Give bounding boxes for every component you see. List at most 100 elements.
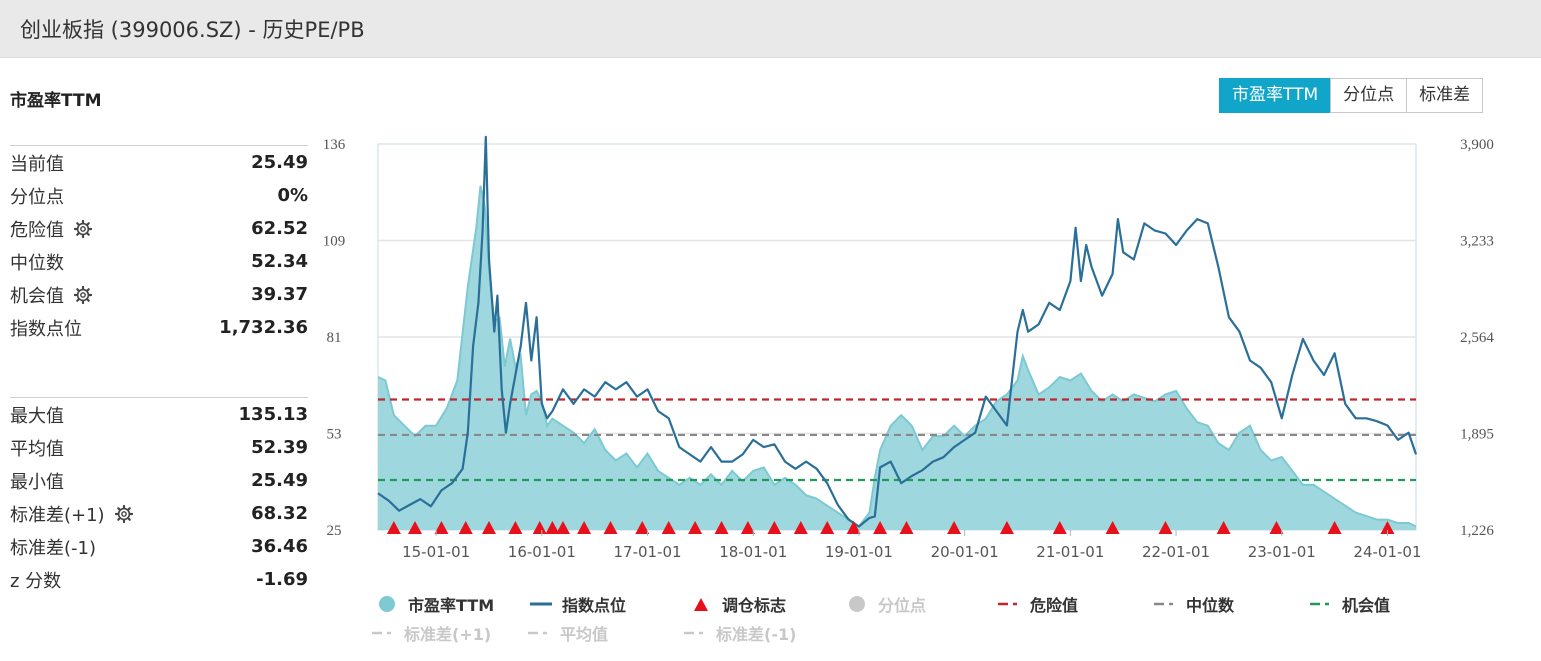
rebalance-marker — [603, 521, 618, 534]
rebalance-marker — [899, 521, 914, 534]
legend-item[interactable]: 指数点位 — [530, 592, 626, 616]
x-tick-label: 24-01-01 — [1353, 543, 1421, 561]
legend-label: 标准差(+1) — [404, 625, 492, 644]
legend-item[interactable]: 中位数 — [1154, 592, 1234, 616]
stat-row-opportunity-value: 机会值 39.37 — [10, 278, 308, 311]
metric-tab-group: 市盈率TTM 分位点 标准差 — [1219, 78, 1484, 113]
stat-label-text: 标准差(-1) — [10, 537, 96, 559]
stat-label: 当前值 — [10, 150, 64, 176]
stat-label: 最小值 — [10, 468, 64, 494]
x-tick-label: 19-01-01 — [825, 543, 893, 561]
stat-row-current-value: 当前值 25.49 — [10, 146, 308, 179]
rebalance-marker — [407, 521, 422, 534]
legend-item[interactable]: 机会值 — [1310, 592, 1390, 616]
legend-label: 平均值 — [560, 625, 609, 644]
rebalance-marker — [661, 521, 676, 534]
stat-value: 135.13 — [238, 404, 308, 425]
rebalance-marker — [635, 521, 650, 534]
gear-icon[interactable] — [74, 285, 92, 304]
stat-row-median: 中位数 52.34 — [10, 245, 308, 278]
legend-item[interactable]: 分位点 — [846, 592, 926, 616]
rebalance-marker — [555, 521, 570, 534]
stat-label-text: 当前值 — [10, 153, 64, 175]
stat-label-text: 最小值 — [10, 471, 64, 493]
historical-stats-panel: 最大值 135.13 平均值 52.39 最小值 25.49 标准差(+1) 68.32 标准差… — [10, 397, 308, 596]
tab-std-dev[interactable]: 标准差 — [1406, 78, 1484, 113]
pe-history-chart: 136 3,900 109 3,233 81 2,564 53 1,895 25 1,226 15-… — [323, 135, 1494, 561]
legend-item[interactable]: 市盈率TTM — [376, 592, 494, 616]
rebalance-marker — [1052, 521, 1067, 534]
legend-item[interactable]: 危险值 — [998, 592, 1078, 616]
stat-row-mean: 平均值 52.39 — [10, 431, 308, 464]
tab-pe-ttm[interactable]: 市盈率TTM — [1219, 78, 1332, 113]
stat-label: 中位数 — [10, 249, 64, 275]
x-tick-label: 21-01-01 — [1036, 543, 1104, 561]
rebalance-marker — [1380, 521, 1395, 534]
stat-value: 36.46 — [251, 536, 308, 557]
stat-label: 指数点位 — [10, 315, 82, 341]
rebalance-marker — [545, 521, 560, 534]
rebalance-marker — [1105, 521, 1120, 534]
stat-label: 标准差(-1) — [10, 534, 96, 560]
stat-value: 0% — [277, 185, 308, 206]
legend-label: 标准差(-1) — [716, 625, 797, 644]
x-tick-label: 23-01-01 — [1248, 543, 1316, 561]
legend-label: 指数点位 — [562, 596, 627, 615]
stat-label: 分位点 — [10, 183, 64, 209]
x-tick-label: 18-01-01 — [719, 543, 787, 561]
legend-item[interactable]: 调仓标志 — [690, 592, 786, 616]
rebalance-marker — [508, 521, 523, 534]
y-left-tick-label: 81 — [327, 330, 342, 346]
rebalance-marker — [577, 521, 592, 534]
stat-label: 最大值 — [10, 402, 64, 428]
stat-label-text: 中位数 — [10, 252, 64, 274]
stat-label: 机会值 — [10, 282, 92, 308]
stat-row-max: 最大值 135.13 — [10, 398, 308, 431]
rebalance-marker — [1269, 521, 1284, 534]
section-title: 市盈率TTM — [10, 91, 102, 111]
legend-dash-icon — [998, 602, 1017, 606]
rebalance-marker — [1158, 521, 1173, 534]
stat-row-min: 最小值 25.49 — [10, 464, 308, 497]
legend-item[interactable]: 标准差(+1) — [372, 621, 491, 645]
x-tick-label: 16-01-01 — [508, 543, 576, 561]
y-right-tick-label: 2,564 — [1460, 330, 1494, 346]
legend-item[interactable]: 平均值 — [528, 621, 608, 645]
legend-dash-icon — [528, 631, 547, 635]
legend-line-icon — [530, 602, 552, 606]
legend-label: 调仓标志 — [722, 596, 787, 615]
stat-value: 25.49 — [251, 470, 308, 491]
stat-value: 62.52 — [251, 218, 308, 239]
rebalance-marker — [532, 521, 547, 534]
gear-icon[interactable] — [74, 219, 92, 238]
rebalance-marker — [846, 521, 861, 534]
stat-row-danger-value: 危险值 62.52 — [10, 212, 308, 245]
stat-value: 39.37 — [251, 284, 308, 305]
stat-label-text: 危险值 — [10, 219, 64, 241]
rebalance-marker — [740, 521, 755, 534]
gear-icon[interactable] — [114, 504, 133, 523]
page-title: 创业板指 (399006.SZ) - 历史PE/PB — [20, 18, 365, 42]
legend-item[interactable]: 标准差(-1) — [684, 621, 796, 645]
legend-label: 中位数 — [1186, 596, 1235, 615]
stat-label: 标准差(+1) — [10, 501, 133, 527]
legend-label: 机会值 — [1342, 596, 1391, 615]
rebalance-marker — [947, 521, 962, 534]
rebalance-marker — [434, 521, 449, 534]
legend-dash-icon — [684, 631, 703, 635]
y-left-tick-label: 25 — [327, 523, 342, 539]
rebalance-marker — [1327, 521, 1342, 534]
legend-dash-icon — [1154, 602, 1173, 606]
y-right-tick-label: 1,226 — [1460, 523, 1494, 539]
current-stats-panel: 当前值 25.49 分位点 0% 危险值 62.52 中位数 52.34 机会值 39.37 指数点… — [10, 145, 308, 344]
y-left-tick-label: 136 — [323, 137, 346, 153]
rebalance-marker — [688, 521, 703, 534]
stat-label-text: 指数点位 — [10, 318, 82, 340]
stat-row-std-plus-1: 标准差(+1) 68.32 — [10, 497, 308, 530]
tab-percentile[interactable]: 分位点 — [1330, 78, 1408, 113]
legend-label: 危险值 — [1030, 596, 1079, 615]
legend-dash-icon — [372, 631, 391, 635]
stat-row-z-score: z 分数 -1.69 — [10, 563, 308, 596]
stat-label-text: 机会值 — [10, 285, 64, 307]
rebalance-marker — [714, 521, 729, 534]
